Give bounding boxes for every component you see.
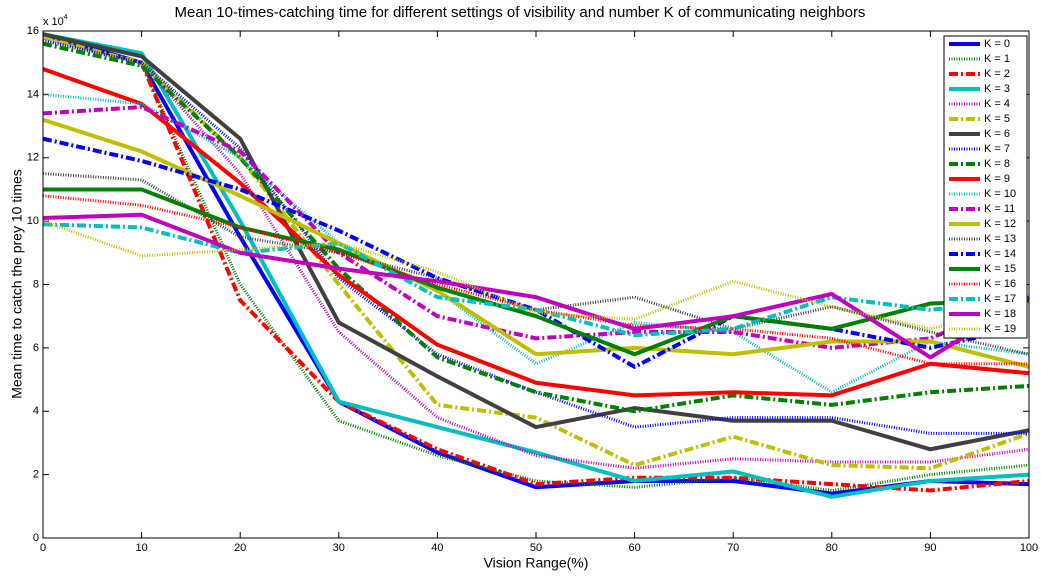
x-tick-label: 90 <box>924 542 936 554</box>
y-axis-label: Mean time to catch the prey 10 times <box>9 169 25 399</box>
y-tick-label: 2 <box>33 469 39 481</box>
x-tick-label: 40 <box>431 542 443 554</box>
series-line <box>42 32 1030 452</box>
axes-frame <box>42 30 1030 539</box>
x-tick-label: 10 <box>135 542 147 554</box>
plot-area <box>43 31 1029 538</box>
legend-label: K = 13 <box>984 233 1016 245</box>
y-tick-label: 16 <box>27 25 39 37</box>
legend-label: K = 11 <box>984 203 1015 215</box>
y-tick-label: 14 <box>27 88 39 100</box>
chart-title: Mean 10-times-catching time for differen… <box>175 4 866 21</box>
legend-label: K = 5 <box>984 113 1010 125</box>
legend-label: K = 7 <box>984 143 1010 155</box>
legend-label: K = 18 <box>984 308 1016 320</box>
x-tick-label: 100 <box>1020 542 1038 554</box>
y-multiplier: x 104 <box>43 14 68 28</box>
series-line <box>42 212 1031 360</box>
series-line <box>42 32 1030 499</box>
series-line <box>42 41 1030 414</box>
series-line <box>42 67 1030 398</box>
series-line <box>42 222 1030 338</box>
legend-label: K = 1 <box>984 53 1010 65</box>
legend-box <box>943 35 1028 339</box>
x-tick-label: 20 <box>234 542 246 554</box>
series-line <box>42 39 1029 435</box>
y-tick-label: 6 <box>33 342 39 354</box>
y-multiplier-base: x 10 <box>43 16 64 28</box>
series-line <box>42 219 1030 331</box>
x-tick-label: 50 <box>530 542 542 554</box>
legend-label: K = 8 <box>984 158 1010 170</box>
series-line <box>43 187 1030 357</box>
y-tick-label: 12 <box>27 152 39 164</box>
series-line <box>42 105 1030 350</box>
x-tick-label: 80 <box>826 542 838 554</box>
x-tick-label: 30 <box>333 542 345 554</box>
legend-label: K = 14 <box>984 248 1016 260</box>
y-tick-label: 0 <box>33 532 39 544</box>
legend-label: K = 15 <box>984 263 1016 275</box>
legend-label: K = 4 <box>984 98 1010 110</box>
x-axis-label: Vision Range(%) <box>484 555 589 571</box>
legend-label: K = 3 <box>984 83 1010 95</box>
legend-label: K = 9 <box>984 173 1010 185</box>
legend-label: K = 16 <box>984 278 1016 290</box>
legend: K = 0 K = 1 K = 2 K = 3 K = 4 K = 5 K = 6 K = 7… <box>943 35 1028 339</box>
legend-label: K = 0 <box>984 38 1010 50</box>
y-tick-label: 8 <box>33 278 39 290</box>
legend-label: K = 12 <box>984 218 1016 230</box>
x-tick-label: 0 <box>40 542 46 554</box>
x-tick-label: 70 <box>727 542 739 554</box>
x-tick-label: 60 <box>628 542 640 554</box>
legend-label: K = 10 <box>984 188 1016 200</box>
legend-label: K = 2 <box>984 68 1010 80</box>
legend-label: K = 19 <box>984 323 1016 335</box>
legend-label: K = 17 <box>984 293 1016 305</box>
y-tick-label: 4 <box>33 405 39 417</box>
y-tick-label: 10 <box>27 215 39 227</box>
series-line <box>42 35 1030 493</box>
series-line <box>42 117 1030 369</box>
legend-label: K = 6 <box>984 128 1010 140</box>
y-multiplier-exponent: 4 <box>64 14 68 21</box>
